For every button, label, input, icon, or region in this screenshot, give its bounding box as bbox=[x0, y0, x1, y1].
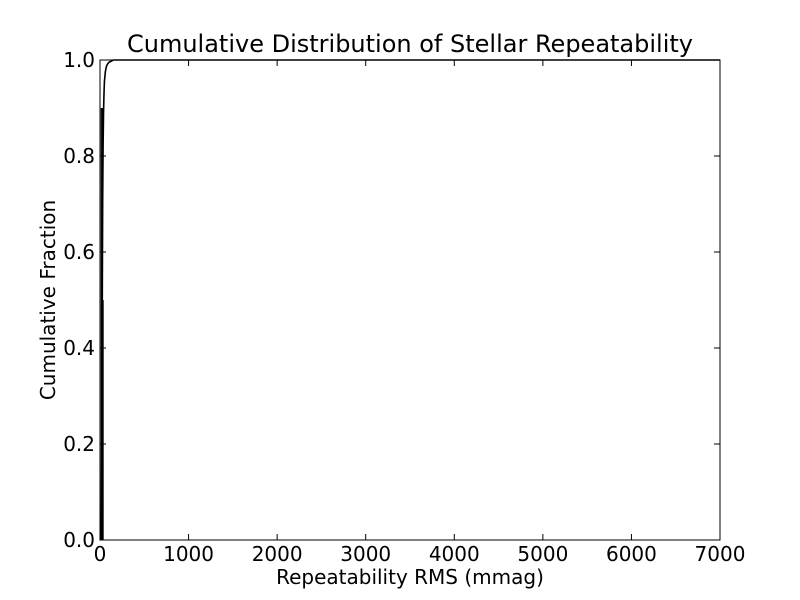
y-axis-label: Cumulative Fraction bbox=[36, 200, 60, 400]
y-tick-label: 0.2 bbox=[63, 432, 95, 456]
axis-ticks: 0 1000 2000 3000 4000 5000 6000 7000 0.0 0.2 0.4 0.… bbox=[63, 48, 745, 566]
series-line-0 bbox=[100, 59, 720, 541]
chart-title: Cumulative Distribution of Stellar Repea… bbox=[127, 30, 693, 58]
plot-frame bbox=[99, 59, 721, 541]
x-tick-label: 7000 bbox=[695, 542, 746, 566]
x-tick-label: 5000 bbox=[517, 542, 568, 566]
x-tick-label: 3000 bbox=[340, 542, 391, 566]
x-tick-label: 2000 bbox=[252, 542, 303, 566]
x-tick-label: 6000 bbox=[606, 542, 657, 566]
y-tick-label: 0.0 bbox=[63, 528, 95, 552]
plot-marks bbox=[100, 59, 720, 541]
x-tick-label: 4000 bbox=[429, 542, 480, 566]
x-tick-label: 0 bbox=[94, 542, 107, 566]
y-tick-label: 0.6 bbox=[63, 240, 95, 264]
y-tick-label: 0.4 bbox=[63, 336, 95, 360]
x-tick-label: 1000 bbox=[163, 542, 214, 566]
x-axis-label: Repeatability RMS (mmag) bbox=[276, 565, 544, 589]
y-tick-label: 0.8 bbox=[63, 144, 95, 168]
y-tick-label: 1.0 bbox=[63, 48, 95, 72]
